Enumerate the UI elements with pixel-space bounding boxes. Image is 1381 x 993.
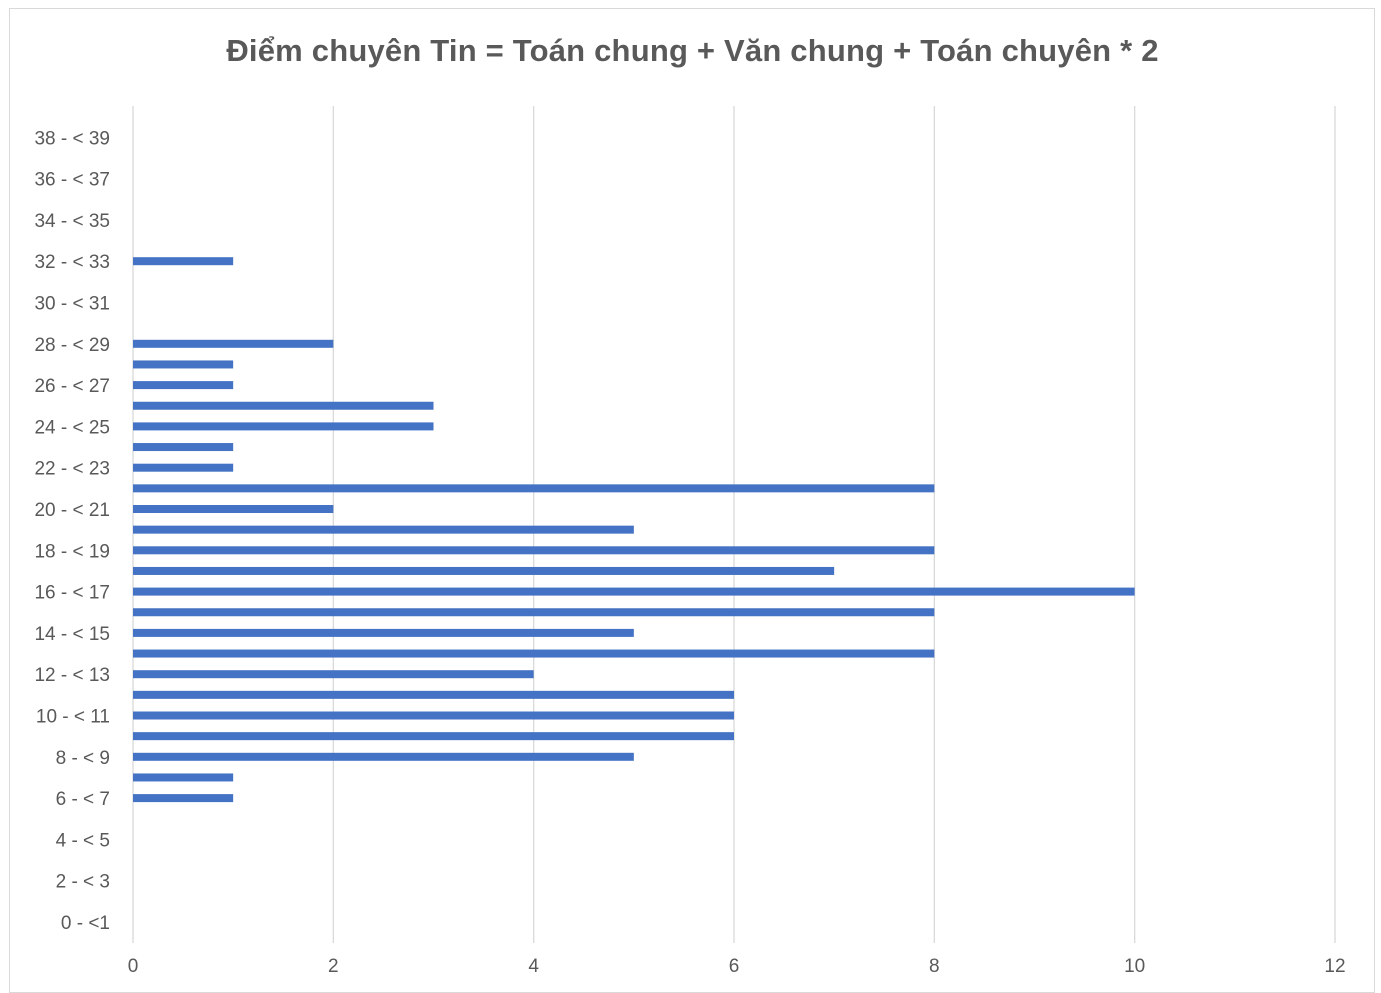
y-tick-label: 10 - < 11 — [36, 707, 110, 728]
bar — [133, 670, 534, 679]
bar — [133, 732, 734, 741]
x-tick-label: 12 — [1324, 956, 1345, 977]
x-tick-label: 10 — [1124, 956, 1145, 977]
bar — [133, 484, 935, 493]
x-tick-label: 2 — [328, 956, 339, 977]
bar — [133, 752, 634, 761]
bar — [133, 794, 234, 803]
bar — [133, 711, 734, 720]
y-tick-label: 8 - < 9 — [56, 748, 110, 769]
x-tick-label: 0 — [128, 956, 139, 977]
bars — [133, 257, 1135, 803]
bar — [133, 257, 234, 266]
y-tick-label: 34 - < 35 — [34, 211, 110, 232]
y-tick-label: 24 - < 25 — [34, 417, 110, 438]
y-tick-label: 16 - < 17 — [34, 583, 110, 604]
bar — [133, 505, 334, 513]
chart-title: Điểm chuyên Tin = Toán chung + Văn chung… — [226, 33, 1159, 68]
chart-frame — [9, 8, 1375, 993]
gridlines — [132, 106, 1336, 943]
y-tick-label: 36 - < 37 — [34, 170, 110, 191]
x-axis-labels: 0 2 4 6 8 10 12 — [128, 956, 1346, 977]
bar — [133, 463, 234, 472]
y-tick-label: 32 - < 33 — [34, 252, 110, 273]
x-tick-label: 8 — [929, 956, 940, 977]
bar — [133, 360, 234, 369]
bar — [133, 773, 234, 782]
bar — [133, 628, 634, 637]
bar — [133, 649, 935, 658]
y-tick-label: 14 - < 15 — [34, 624, 110, 645]
bar — [133, 422, 434, 431]
bar — [133, 566, 835, 575]
y-tick-label: 26 - < 27 — [34, 376, 110, 397]
x-tick-label: 4 — [528, 956, 539, 977]
y-tick-label: 22 - < 23 — [34, 459, 110, 480]
y-tick-label: 30 - < 31 — [34, 294, 110, 315]
y-tick-label: 0 - <1 — [61, 913, 110, 934]
y-axis-labels: 0 - <1 2 - < 3 4 - < 5 6 - < 7 8 - < 9 10 - <… — [34, 128, 110, 934]
y-tick-label: 2 - < 3 — [56, 872, 110, 893]
bar — [133, 525, 634, 534]
bar — [133, 690, 734, 699]
bar — [133, 587, 1135, 596]
y-tick-label: 4 - < 5 — [56, 830, 110, 851]
y-tick-label: 12 - < 13 — [34, 665, 110, 686]
y-tick-label: 38 - < 39 — [34, 128, 110, 149]
bar — [133, 339, 334, 348]
bar — [133, 546, 935, 555]
y-tick-label: 20 - < 21 — [34, 500, 110, 521]
bar — [133, 608, 935, 617]
y-tick-label: 18 - < 19 — [34, 541, 110, 562]
bar — [133, 401, 434, 410]
x-tick-label: 6 — [729, 956, 740, 977]
bar — [133, 381, 234, 390]
y-tick-label: 6 - < 7 — [56, 789, 110, 810]
bar — [133, 443, 234, 452]
y-tick-label: 28 - < 29 — [34, 335, 110, 356]
